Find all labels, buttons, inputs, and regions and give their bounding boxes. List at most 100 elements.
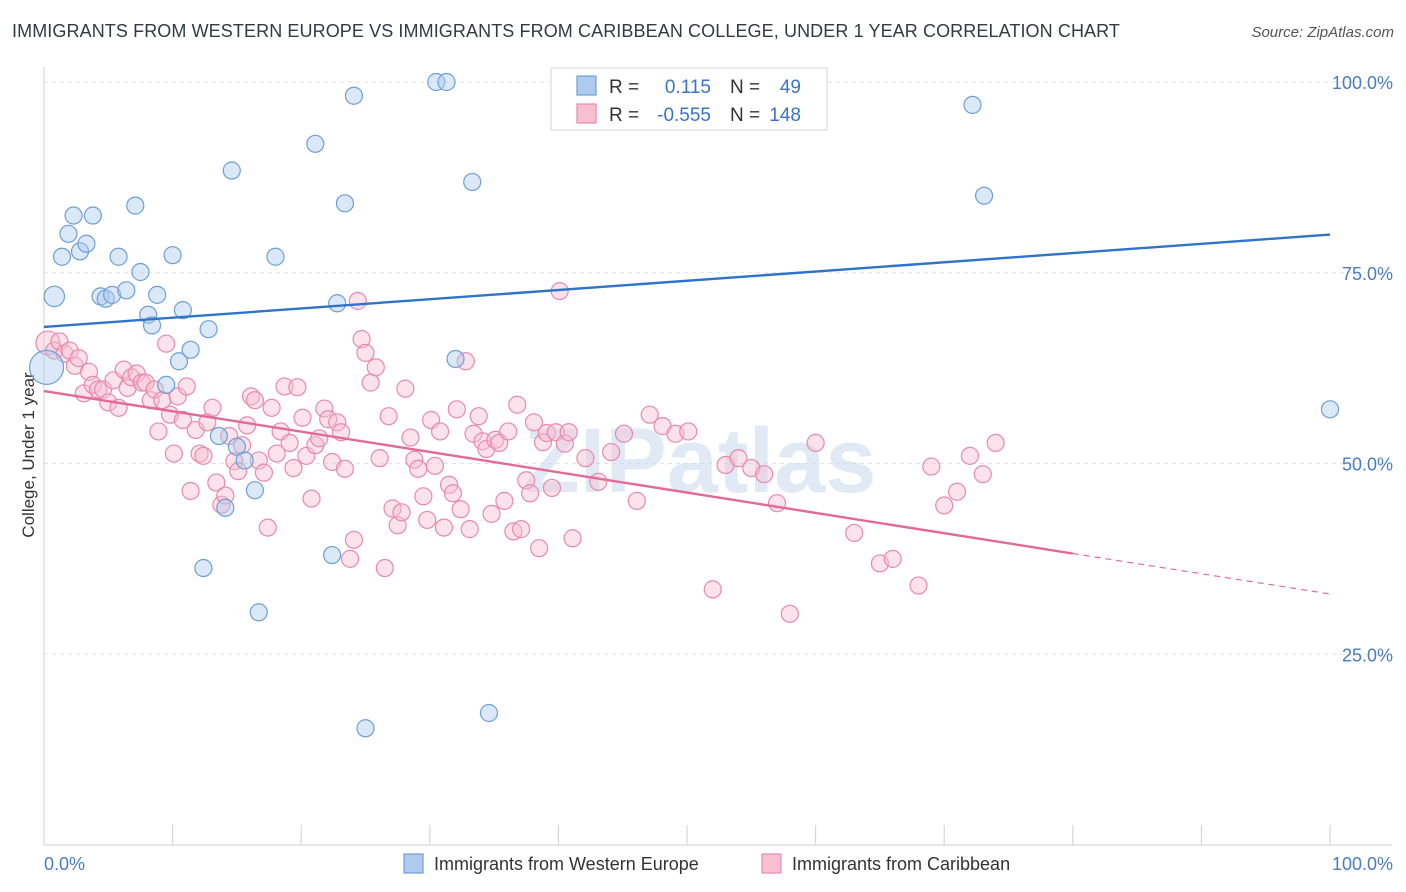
caribbean-point-90	[434, 518, 454, 537]
caribbean-point-132	[729, 449, 748, 468]
western-europe-point-29	[235, 451, 254, 470]
caribbean-point-96	[460, 520, 479, 539]
caribbean-point-55	[284, 458, 303, 478]
caribbean-trend-line-extension	[1072, 552, 1331, 595]
caribbean-point-28	[168, 387, 187, 406]
caribbean-point-144	[947, 482, 967, 501]
caribbean-point-36	[203, 398, 222, 417]
caribbean-point-107	[508, 395, 527, 414]
caribbean-point-111	[524, 413, 544, 432]
caribbean-point-54	[280, 433, 299, 452]
stats-r-label-1: R =	[609, 77, 639, 98]
caribbean-point-141	[909, 576, 928, 595]
caribbean-point-49	[258, 518, 277, 537]
caribbean-point-10	[88, 380, 108, 399]
western-europe-point-7	[83, 206, 102, 225]
caribbean-point-126	[640, 405, 659, 424]
caribbean-point-129	[679, 422, 698, 441]
caribbean-point-118	[555, 434, 574, 453]
caribbean-point-73	[361, 373, 380, 392]
bottom-legend-label-1: Immigrants from Western Europe	[434, 854, 699, 874]
caribbean-point-91	[439, 475, 459, 494]
caribbean-point-84	[409, 459, 428, 478]
caribbean-point-146	[973, 465, 992, 484]
caribbean-point-44	[238, 416, 257, 435]
western-europe-point-21	[173, 301, 192, 320]
caribbean-point-50	[262, 398, 281, 417]
caribbean-point-120	[563, 529, 582, 548]
western-europe-point-18	[157, 375, 176, 395]
caribbean-point-6	[69, 349, 88, 368]
x-tick-label-0: 0.0%	[44, 854, 85, 874]
western-europe-point-39	[427, 72, 446, 92]
watermark: ZIPatlas	[524, 410, 877, 512]
y-tick-label-2: 75.0%	[1342, 264, 1393, 284]
x-tick-label-1: 100.0%	[1332, 854, 1393, 874]
western-europe-point-1	[43, 285, 66, 308]
caribbean-point-137	[806, 433, 825, 452]
caribbean-point-113	[533, 433, 553, 452]
western-europe-point-13	[126, 196, 145, 215]
y-tick-label-0: 25.0%	[1342, 645, 1393, 665]
stats-legend-swatch-pink	[576, 103, 597, 124]
chart-title: IMMIGRANTS FROM WESTERN EUROPE VS IMMIGR…	[12, 21, 1121, 41]
caribbean-point-70	[348, 291, 367, 311]
caribbean-point-115	[542, 478, 562, 498]
stats-r-label-2: R =	[609, 105, 639, 126]
western-europe-point-27	[222, 161, 241, 180]
caribbean-point-46	[245, 391, 265, 410]
western-europe-point-35	[328, 294, 347, 313]
western-europe-point-16	[142, 316, 162, 335]
caribbean-point-56	[288, 378, 307, 397]
caribbean-point-76	[375, 558, 394, 578]
caribbean-point-130	[703, 580, 722, 599]
western-europe-point-38	[356, 719, 375, 738]
caribbean-point-143	[935, 496, 954, 515]
caribbean-point-98	[469, 407, 488, 426]
caribbean-point-72	[356, 343, 375, 362]
caribbean-point-89	[430, 422, 450, 441]
caribbean-point-108	[512, 520, 531, 539]
western-europe-point-0	[28, 349, 65, 385]
western-europe-point-47	[974, 186, 994, 205]
caribbean-point-88	[425, 456, 445, 475]
caribbean-point-138	[845, 523, 864, 543]
caribbean-point-145	[960, 446, 980, 465]
caribbean-point-51	[267, 444, 286, 463]
western-europe-point-34	[322, 545, 342, 565]
stats-r-value-2: -0.555	[657, 105, 711, 126]
caribbean-point-135	[767, 494, 787, 513]
caribbean-point-23	[149, 422, 168, 441]
caribbean-point-75	[370, 449, 389, 468]
caribbean-point-27	[164, 444, 183, 463]
trend-lines	[43, 233, 1331, 595]
caribbean-point-78	[383, 499, 402, 518]
stats-n-value-2: 148	[769, 105, 801, 126]
bottom-legend-swatch-blue	[403, 853, 424, 874]
western-europe-point-46	[963, 95, 982, 114]
caribbean-point-31	[181, 481, 200, 501]
western-europe-point-6	[77, 234, 96, 253]
stats-n-label-1: N =	[730, 77, 760, 98]
caribbean-point-124	[614, 424, 634, 443]
caribbean-point-94	[451, 500, 470, 519]
caribbean-point-25	[157, 334, 176, 353]
caribbean-point-86	[418, 510, 437, 530]
caribbean-point-34	[194, 446, 213, 465]
caribbean-point-93	[447, 400, 466, 419]
caribbean-point-140	[883, 549, 902, 568]
caribbean-point-81	[396, 379, 415, 398]
caribbean-point-57	[293, 408, 312, 427]
caribbean-point-62	[315, 399, 334, 418]
caribbean-point-37	[207, 473, 226, 492]
caribbean-trend-line	[43, 389, 1073, 555]
caribbean-point-71	[352, 330, 371, 349]
caribbean-point-83	[405, 450, 424, 469]
western-europe-point-23	[194, 558, 213, 578]
western-europe-point-3	[59, 224, 78, 243]
caribbean-point-74	[366, 358, 385, 377]
western-europe-point-19	[163, 246, 182, 265]
caribbean-point-92	[443, 484, 463, 503]
caribbean-point-147	[986, 433, 1005, 452]
